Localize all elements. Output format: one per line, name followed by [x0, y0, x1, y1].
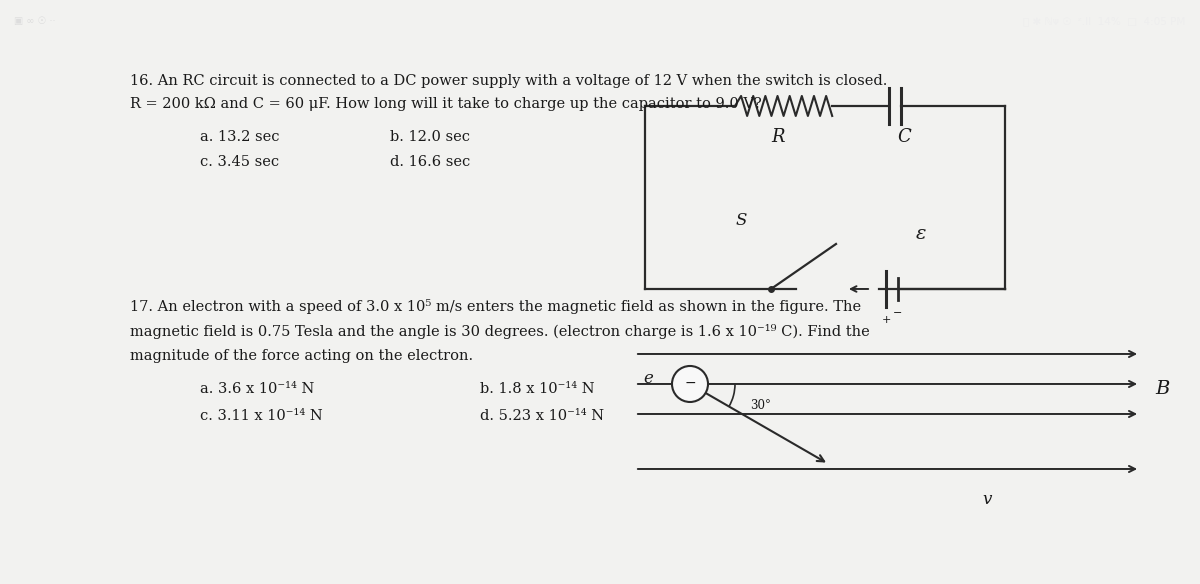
Text: −: − — [684, 376, 696, 390]
Text: 16. An RC circuit is connected to a DC power supply with a voltage of 12 V when : 16. An RC circuit is connected to a DC p… — [130, 74, 887, 88]
Text: b. 1.8 x 10⁻¹⁴ N: b. 1.8 x 10⁻¹⁴ N — [480, 382, 595, 396]
Circle shape — [672, 366, 708, 402]
Text: ⚿ ✱ ℕᴪ ☉  ᶻ.ll  14%  □  4:05 PM: ⚿ ✱ ℕᴪ ☉ ᶻ.ll 14% □ 4:05 PM — [1024, 16, 1186, 26]
Text: −: − — [893, 308, 902, 318]
Text: d. 16.6 sec: d. 16.6 sec — [390, 155, 470, 169]
Text: 17. An electron with a speed of 3.0 x 10⁵ m/s enters the magnetic field as shown: 17. An electron with a speed of 3.0 x 10… — [130, 299, 862, 314]
Text: a. 3.6 x 10⁻¹⁴ N: a. 3.6 x 10⁻¹⁴ N — [200, 382, 314, 396]
Text: a. 13.2 sec: a. 13.2 sec — [200, 130, 280, 144]
Text: B: B — [1154, 380, 1169, 398]
Text: v: v — [983, 491, 991, 508]
Text: d. 5.23 x 10⁻¹⁴ N: d. 5.23 x 10⁻¹⁴ N — [480, 409, 604, 423]
Text: ▣ ∞ ☉ ··: ▣ ∞ ☉ ·· — [14, 16, 56, 26]
Text: 30°: 30° — [750, 399, 770, 412]
Text: magnetic field is 0.75 Tesla and the angle is 30 degrees. (electron charge is 1.: magnetic field is 0.75 Tesla and the ang… — [130, 324, 870, 339]
Text: ε: ε — [916, 225, 926, 243]
Text: b. 12.0 sec: b. 12.0 sec — [390, 130, 470, 144]
Text: C: C — [898, 128, 911, 146]
Text: R: R — [772, 128, 785, 146]
Text: c. 3.45 sec: c. 3.45 sec — [200, 155, 280, 169]
Text: e: e — [643, 370, 653, 388]
Text: S: S — [736, 212, 746, 229]
Text: +: + — [881, 315, 890, 325]
Text: c. 3.11 x 10⁻¹⁴ N: c. 3.11 x 10⁻¹⁴ N — [200, 409, 323, 423]
Text: magnitude of the force acting on the electron.: magnitude of the force acting on the ele… — [130, 349, 473, 363]
Text: R = 200 kΩ and C = 60 μF. How long will it take to charge up the capacitor to 9.: R = 200 kΩ and C = 60 μF. How long will … — [130, 97, 762, 111]
